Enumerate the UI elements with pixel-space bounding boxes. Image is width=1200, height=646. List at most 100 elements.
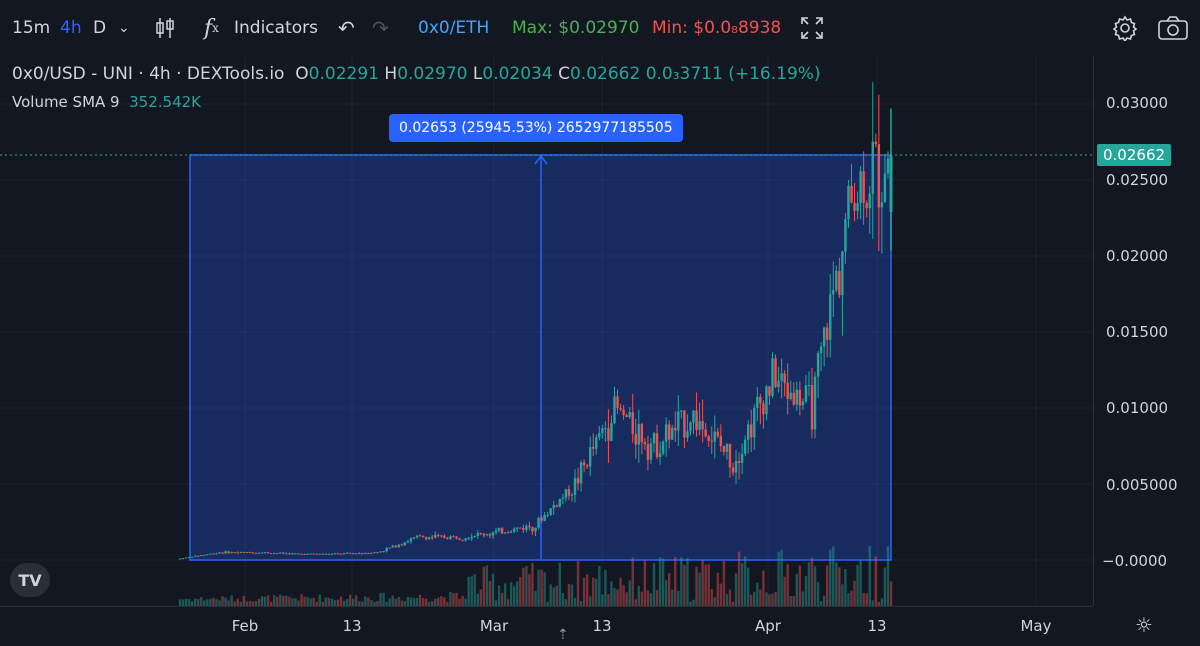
volume-bar — [549, 584, 552, 606]
candle-body — [844, 219, 847, 252]
volume-bar — [628, 580, 631, 606]
price-tick: 0.01000 — [1106, 399, 1169, 417]
price-candles — [178, 82, 893, 560]
volume-bar — [482, 566, 486, 606]
candle-body — [850, 185, 853, 203]
candle-body — [716, 431, 720, 436]
candle-body — [683, 410, 686, 438]
candle-body — [810, 385, 814, 430]
candle-body — [616, 396, 619, 408]
time-axis[interactable]: Feb 13 Mar 13 Apr 13 May ⇡ — [0, 606, 1093, 646]
volume-bar — [698, 572, 701, 606]
volume-bar — [719, 583, 723, 606]
candle-body — [789, 392, 792, 399]
candle-body — [607, 428, 610, 441]
candle-body — [728, 444, 732, 468]
volume-bar — [227, 600, 230, 606]
chart-canvas[interactable] — [0, 56, 1093, 606]
candle-body — [762, 403, 765, 415]
volume-bar — [543, 572, 546, 606]
candle-body — [193, 555, 197, 557]
candle-body — [206, 554, 209, 556]
candle-body — [746, 424, 750, 440]
volume-bar — [437, 597, 440, 606]
volume-bar — [345, 599, 349, 606]
volume-bar — [795, 573, 799, 606]
volume-bar — [324, 597, 328, 606]
candle-body — [488, 534, 492, 536]
volume-bar — [254, 601, 258, 606]
redo-icon[interactable]: ↷ — [372, 16, 389, 40]
undo-icon[interactable]: ↶ — [338, 16, 355, 40]
interval-15m-button[interactable]: 15m — [12, 18, 51, 38]
volume-bar — [792, 596, 795, 606]
volume-bar — [570, 584, 574, 606]
volume-bar — [841, 584, 844, 606]
time-tick: Mar — [479, 617, 509, 635]
volume-bar — [671, 589, 674, 606]
volume-bar — [625, 592, 628, 606]
volume-bar — [829, 549, 832, 606]
candle-body — [655, 433, 659, 458]
volume-bar — [358, 601, 361, 606]
volume-bar — [874, 556, 878, 606]
volume-bar — [664, 580, 668, 606]
symbol-title[interactable]: 0x0/USD - UNI · 4h · DEXTools.io — [12, 64, 285, 84]
volume-bar — [786, 564, 789, 606]
sun-icon[interactable]: ☼ — [1135, 613, 1153, 637]
candle-body — [297, 553, 300, 555]
volume-bar — [652, 563, 656, 606]
volume-bar — [801, 591, 805, 606]
volume-bar — [421, 597, 425, 606]
price-tick: −0.0000 — [1102, 552, 1168, 570]
candle-body — [582, 462, 586, 466]
volume-bar — [588, 596, 592, 606]
volume-label[interactable]: Volume SMA 9 — [12, 93, 120, 111]
chevron-down-icon[interactable]: ⌄ — [118, 20, 130, 36]
volume-bar — [336, 599, 340, 606]
volume-bar — [765, 592, 768, 606]
volume-bar — [616, 589, 619, 606]
settings-gear-icon[interactable] — [1112, 0, 1138, 56]
candle-body — [759, 396, 762, 404]
candles-icon[interactable] — [155, 0, 175, 56]
volume-bar — [215, 599, 218, 606]
volume-bar — [579, 600, 583, 606]
price-axis[interactable]: 0.03000 0.02500 0.02000 0.01500 0.01000 … — [1093, 56, 1200, 606]
candle-body — [203, 554, 206, 556]
volume-bar — [224, 597, 227, 606]
volume-bar — [494, 600, 498, 606]
candle-body — [446, 538, 449, 540]
candle-body — [646, 444, 650, 460]
candle-body — [765, 386, 768, 415]
indicators-button[interactable]: Indicators — [234, 18, 318, 38]
pair-label[interactable]: 0x0/ETH — [418, 18, 490, 38]
candle-body — [327, 553, 331, 555]
interval-4h-button[interactable]: 4h — [60, 18, 82, 38]
fullscreen-icon[interactable] — [800, 0, 824, 56]
candle-body — [710, 440, 713, 442]
candle-body — [482, 533, 486, 536]
candle-body — [437, 534, 440, 536]
volume-bar — [379, 592, 382, 606]
volume-bar — [567, 584, 571, 606]
volume-bar — [370, 600, 373, 606]
candle-body — [336, 553, 340, 555]
candle-body — [282, 552, 285, 554]
volume-bar — [509, 582, 513, 606]
volume-bar — [300, 594, 303, 606]
tradingview-logo[interactable]: TV — [10, 563, 50, 597]
candle-body — [421, 536, 425, 538]
volume-bar — [561, 592, 565, 606]
candle-body — [288, 553, 291, 555]
scroll-up-icon[interactable]: ⇡ — [557, 627, 569, 643]
candle-body — [713, 431, 716, 442]
candle-body — [248, 552, 252, 554]
volume-bar — [506, 599, 510, 606]
interval-d-button[interactable]: D — [93, 18, 107, 38]
volume-bar — [348, 594, 352, 606]
volume-bar — [607, 594, 610, 606]
camera-icon[interactable] — [1158, 0, 1188, 56]
candle-body — [303, 553, 306, 555]
